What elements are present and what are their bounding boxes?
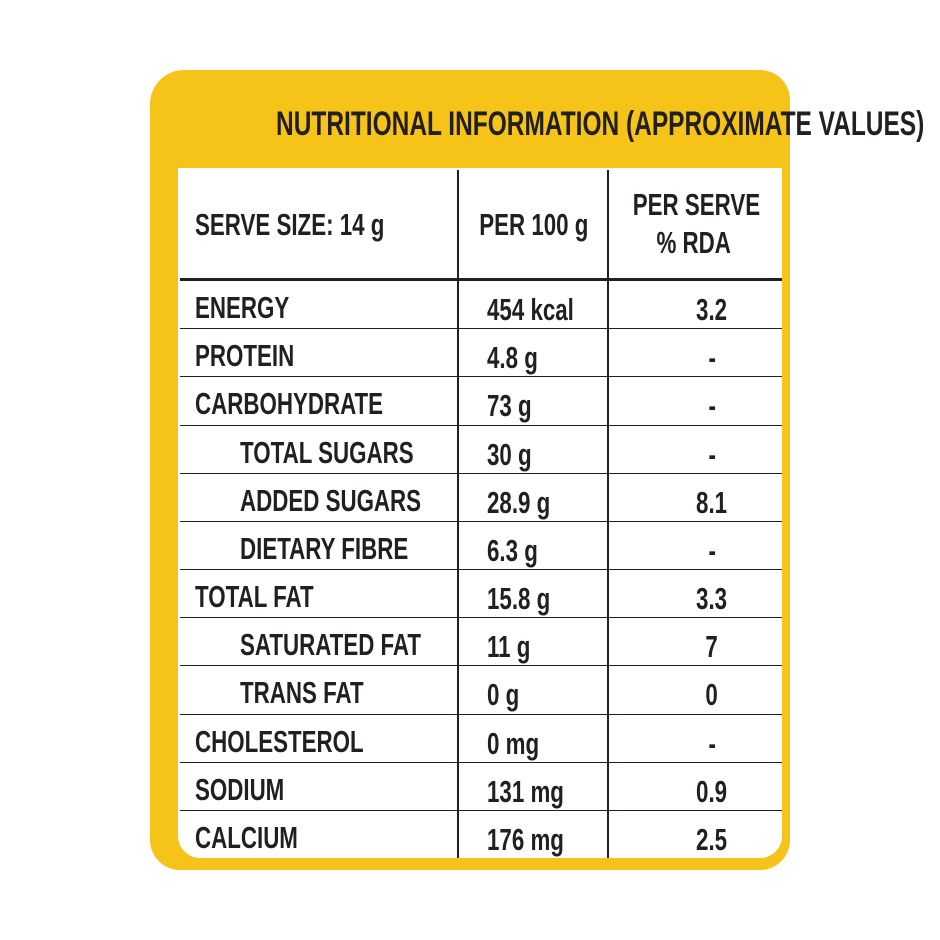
column-header-text: SERVE SIZE: 14 g	[195, 207, 385, 242]
rda-value: -	[652, 532, 772, 568]
column-rule	[607, 170, 609, 858]
nutrient-label-text: PROTEIN	[195, 338, 295, 374]
rda-value-text: -	[708, 388, 716, 424]
nutrient-label-text: ENERGY	[195, 290, 290, 326]
per-100g-value: 176 mg	[487, 821, 594, 857]
nutrient-label: SATURATED FAT	[240, 628, 491, 662]
nutrient-label: PROTEIN	[195, 339, 333, 373]
rda-value: 3.2	[652, 293, 772, 327]
nutrient-label-text: DIETARY FIBRE	[240, 530, 409, 566]
column-header: SERVE SIZE: 14 g	[195, 208, 458, 242]
rda-value: 7	[652, 630, 772, 664]
per-100g-value: 30 g	[487, 436, 549, 472]
rda-value-text: 3.2	[696, 292, 728, 328]
rda-value: -	[652, 436, 772, 472]
title: NUTRITIONAL INFORMATION (APPROXIMATE VAL…	[150, 104, 924, 144]
rda-value-text: 8.1	[696, 484, 728, 520]
nutrient-label: CALCIUM	[195, 819, 338, 855]
rda-value-text: 2.5	[696, 821, 728, 857]
nutrient-label: SODIUM	[195, 771, 319, 807]
nutrient-label: TRANS FAT	[240, 676, 412, 710]
nutrient-label-text: SODIUM	[195, 771, 285, 807]
nutrient-label: CARBOHYDRATE	[195, 387, 456, 421]
per-100g-value: 11 g	[487, 630, 547, 664]
rda-value-text: -	[708, 532, 716, 568]
per-100g-value: 6.3 g	[487, 532, 558, 568]
column-rule	[457, 170, 459, 858]
per-100g-value: 4.8 g	[487, 341, 558, 375]
row-rule	[180, 376, 782, 378]
per-100g-value: 28.9 g	[487, 484, 575, 520]
per-100g-value-text: 15.8 g	[487, 581, 551, 617]
per-100g-value-text: 454 kcal	[487, 292, 574, 328]
nutrient-label-text: CARBOHYDRATE	[195, 386, 384, 422]
row-rule	[180, 713, 782, 715]
per-100g-value-text: 0 g	[487, 677, 520, 713]
nutrient-label: DIETARY FIBRE	[240, 530, 474, 566]
nutrient-label-text: TOTAL FAT	[195, 579, 314, 615]
rda-value: -	[652, 341, 772, 375]
row-rule	[180, 472, 782, 474]
rda-value: 8.1	[652, 484, 772, 520]
column-header: PER SERVE	[608, 188, 780, 222]
per-100g-value-text: 30 g	[487, 436, 532, 472]
per-100g-value: 0 g	[487, 678, 532, 712]
nutrient-label: CHOLESTEROL	[195, 723, 429, 759]
nutrient-label-text: CHOLESTEROL	[195, 723, 364, 759]
rda-value-text: -	[708, 436, 716, 472]
nutrient-label: TOTAL SUGARS	[240, 434, 481, 470]
per-100g-value: 15.8 g	[487, 582, 575, 616]
table-panel	[178, 168, 782, 858]
row-rule	[180, 569, 782, 570]
rda-value: -	[652, 389, 772, 423]
row-rule	[180, 665, 782, 667]
per-100g-value-text: 131 mg	[487, 773, 564, 809]
row-rule	[180, 761, 782, 763]
rda-value: 0.9	[652, 773, 772, 809]
per-100g-value-text: 0 mg	[487, 725, 540, 761]
per-100g-value-text: 11 g	[487, 629, 531, 665]
rda-value: 3.3	[652, 582, 772, 616]
per-100g-value-text: 4.8 g	[487, 340, 538, 376]
column-header: PER 100 g	[458, 208, 608, 242]
rda-value-text: -	[708, 725, 716, 761]
column-header-text: PER 100 g	[479, 207, 589, 242]
per-100g-value-text: 28.9 g	[487, 484, 551, 520]
rda-value-text: 0.9	[696, 773, 728, 809]
rda-value: -	[652, 725, 772, 761]
rda-value-text: -	[708, 340, 716, 376]
rda-value: 2.5	[652, 821, 772, 857]
column-header-text: PER SERVE	[632, 187, 761, 222]
row-rule	[180, 424, 782, 426]
header-rule	[180, 278, 782, 281]
per-100g-value: 131 mg	[487, 773, 594, 809]
rda-value: 0	[652, 678, 772, 712]
title-text: NUTRITIONAL INFORMATION (APPROXIMATE VAL…	[276, 105, 925, 143]
per-100g-value: 454 kcal	[487, 293, 608, 327]
row-rule	[180, 520, 782, 522]
per-100g-value-text: 176 mg	[487, 821, 564, 857]
nutrient-label: ADDED SUGARS	[240, 482, 491, 518]
rda-value-text: 7	[705, 629, 719, 665]
nutrient-label-text: SATURATED FAT	[240, 627, 422, 663]
nutrient-label-text: TOTAL SUGARS	[240, 434, 414, 470]
rda-value-text: 3.3	[696, 581, 728, 617]
row-rule	[180, 809, 782, 811]
row-rule	[180, 617, 782, 619]
nutrient-label: ENERGY	[195, 291, 326, 325]
per-100g-value: 0 mg	[487, 725, 559, 761]
column-header: % RDA	[608, 226, 780, 260]
column-header-text: % RDA	[656, 225, 732, 260]
nutrient-label-text: CALCIUM	[195, 819, 298, 855]
per-100g-value: 73 g	[487, 389, 549, 423]
row-rule	[180, 328, 782, 330]
per-100g-value-text: 73 g	[487, 388, 532, 424]
nutrient-label: TOTAL FAT	[195, 580, 360, 614]
nutrient-label-text: TRANS FAT	[240, 675, 364, 711]
nutrient-label-text: ADDED SUGARS	[240, 482, 422, 518]
rda-value-text: 0	[705, 677, 719, 713]
per-100g-value-text: 6.3 g	[487, 532, 538, 568]
